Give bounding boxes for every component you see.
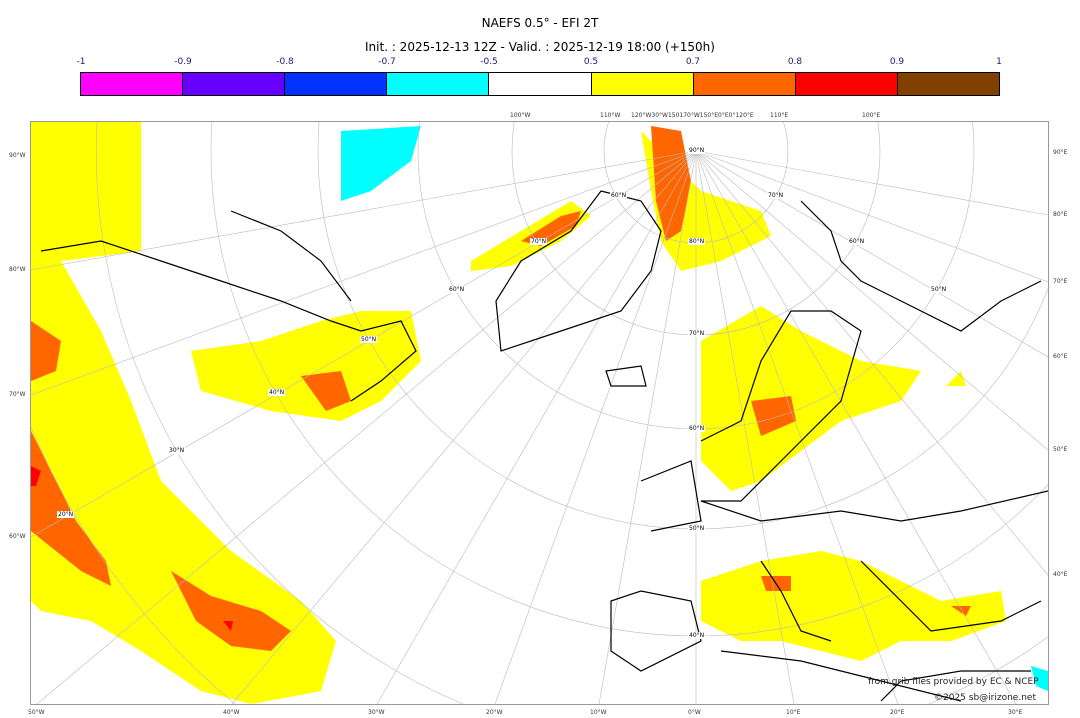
axis-label-right: 50°E [1053, 446, 1068, 453]
latitude-label: 60°N [448, 286, 466, 293]
graticule [31, 122, 1048, 704]
colorbar-segment [285, 73, 388, 95]
axis-label-top: 110°W [600, 112, 621, 119]
latitude-label: 50°N [930, 286, 948, 293]
axis-label-bottom: 40°W [223, 709, 240, 716]
axis-label-left: 90°W [9, 152, 26, 159]
latitude-label: 40°N [688, 632, 706, 639]
scandinavia-warm [701, 306, 921, 491]
colorbar-tick: 0.8 [787, 57, 803, 67]
colorbar-segment [183, 73, 286, 95]
colorbar-tick: -1 [76, 57, 86, 67]
axis-label-bottom: 50°W [28, 709, 45, 716]
colorbar-segment [387, 73, 490, 95]
balkan-warm [946, 371, 966, 386]
latitude-label: 70°N [530, 238, 548, 245]
map-title: NAEFS 0.5° - EFI 2T [481, 16, 599, 30]
colorbar-tick: 0.5 [583, 57, 599, 67]
latitude-label: 50°N [360, 336, 378, 343]
axis-label-top: 120°W30°W150170°W150°E0°E0°120°E [631, 112, 754, 119]
copyright-credit: ©2025 sb@irizone.net [934, 693, 1036, 703]
latitude-label: 40°N [268, 389, 286, 396]
efi-red-areas [31, 466, 233, 631]
latitude-label: 30°N [168, 447, 186, 454]
atlantic-warm-band [31, 122, 336, 704]
colorbar-tick: -0.5 [480, 57, 498, 67]
axis-label-left: 60°W [9, 533, 26, 540]
colorbar [80, 72, 1000, 96]
colorbar-segment [489, 73, 592, 95]
map-area [30, 121, 1049, 705]
axis-label-bottom: 0°W [688, 709, 701, 716]
efi-cyan-areas [341, 126, 1048, 691]
axis-label-right: 40°E [1053, 571, 1068, 578]
colorbar-tick: -0.7 [378, 57, 396, 67]
latitude-label: 60°N [610, 192, 628, 199]
axis-label-left: 70°W [9, 391, 26, 398]
axis-label-left: 80°W [9, 266, 26, 273]
colorbar-tick: 1 [996, 57, 1002, 67]
colorbar-tick: 0.9 [889, 57, 905, 67]
axis-label-bottom: 20°E [890, 709, 905, 716]
axis-label-bottom: 30°E [1008, 709, 1023, 716]
data-source-credit: from grib files provided by EC & NCEP [868, 677, 1039, 687]
map-subtitle: Init. : 2025-12-13 12Z - Valid. : 2025-1… [365, 40, 715, 54]
axis-label-right: 80°E [1053, 211, 1068, 218]
latitude-label: 50°N [688, 525, 706, 532]
colorbar-segment [693, 73, 796, 95]
latitude-label: 80°N [688, 238, 706, 245]
colorbar-tick: -0.9 [174, 57, 192, 67]
axis-label-top: 110°E [770, 112, 789, 119]
labrador-warm [191, 311, 421, 421]
efi-yellow-areas [31, 122, 1006, 704]
axis-label-top: 100°W [510, 112, 531, 119]
colorbar-segment [591, 73, 694, 95]
axis-label-right: 60°E [1053, 353, 1068, 360]
latitude-label: 70°N [688, 330, 706, 337]
axis-label-bottom: 20°W [486, 709, 503, 716]
latitude-label: 70°N [767, 192, 785, 199]
axis-label-bottom: 10°W [590, 709, 607, 716]
colorbar-tick: -0.8 [276, 57, 294, 67]
axis-label-right: 70°E [1053, 278, 1068, 285]
axis-label-right: 90°E [1053, 149, 1068, 156]
colorbar-segment [81, 73, 184, 95]
latitude-label: 60°N [848, 238, 866, 245]
axis-label-bottom: 10°E [786, 709, 801, 716]
colorbar-segment [795, 73, 898, 95]
latitude-label: 60°N [688, 425, 706, 432]
efi-map [31, 122, 1048, 704]
axis-label-bottom: 30°W [368, 709, 385, 716]
colorbar-segment [897, 73, 999, 95]
latitude-label: 20°N [57, 511, 75, 518]
colorbar-tick: 0.7 [685, 57, 701, 67]
latitude-label: 90°N [688, 147, 706, 154]
axis-label-top: 100°E [862, 112, 881, 119]
coastlines [40, 190, 1048, 702]
